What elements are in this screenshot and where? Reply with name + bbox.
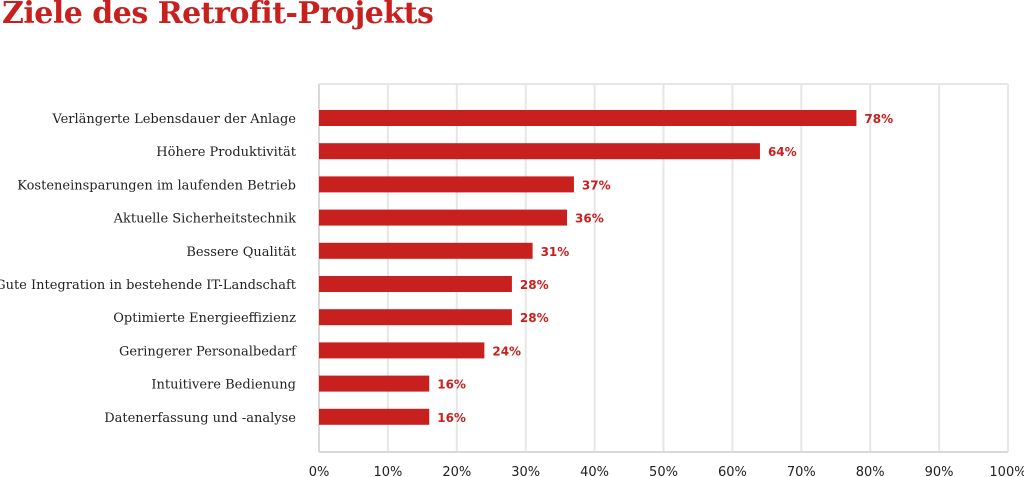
bar	[319, 276, 512, 292]
category-label: Bessere Qualität	[186, 245, 296, 260]
x-tick-label: 30%	[511, 465, 540, 477]
x-tick-label: 10%	[373, 465, 402, 477]
bar	[319, 309, 512, 326]
bar-value-label: 37%	[582, 178, 611, 192]
category-label: Gute Integration in bestehende IT-Landsc…	[0, 278, 297, 293]
x-tick-label: 70%	[787, 465, 816, 477]
bar-value-label: 28%	[520, 278, 549, 292]
bar-value-label: 28%	[520, 311, 549, 325]
x-tick-label: 20%	[442, 465, 471, 477]
x-tick-label: 50%	[649, 465, 678, 477]
category-label: Höhere Produktivität	[156, 145, 296, 160]
x-tick-label: 90%	[925, 465, 954, 477]
bar	[319, 408, 430, 425]
bar-value-label: 64%	[768, 145, 797, 159]
bar-value-label: 16%	[437, 411, 466, 425]
category-label: Kosteneinsparungen im laufenden Betrieb	[17, 178, 296, 193]
x-tick-label: 80%	[856, 465, 885, 477]
bar-value-label: 24%	[492, 344, 521, 358]
bar	[319, 176, 574, 193]
bar-value-label: 31%	[541, 245, 570, 259]
category-label: Datenerfassung und -analyse	[104, 411, 296, 426]
category-label: Intuitivere Bedienung	[151, 378, 296, 393]
bar-value-label: 16%	[437, 378, 466, 392]
bar	[319, 110, 857, 126]
category-label: Optimierte Energieeffizienz	[113, 311, 296, 326]
bar	[319, 242, 533, 259]
x-tick-label: 0%	[309, 465, 330, 477]
bar-value-label: 36%	[575, 212, 604, 226]
chart-title: Ziele des Retrofit-Projekts	[2, 0, 434, 31]
bar	[319, 342, 485, 359]
category-label: Verlängerte Lebensdauer der Anlage	[51, 112, 296, 127]
category-label: Geringerer Personalbedarf	[119, 344, 297, 359]
x-tick-label: 100%	[989, 465, 1024, 477]
bar	[319, 375, 430, 392]
x-tick-label: 40%	[580, 465, 609, 477]
category-label: Aktuelle Sicherheitstechnik	[113, 212, 297, 227]
bar	[319, 209, 568, 226]
bar-value-label: 78%	[864, 112, 893, 126]
x-tick-label: 60%	[718, 465, 747, 477]
bar	[319, 143, 760, 160]
